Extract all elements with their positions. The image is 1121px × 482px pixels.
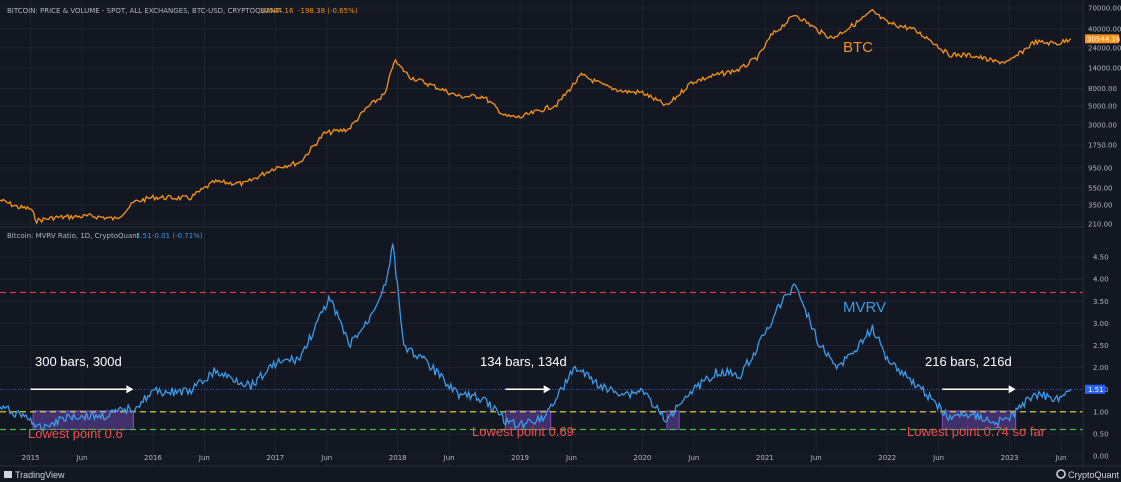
time-tick-label: Jun [565, 454, 577, 462]
arrow-head [1008, 385, 1016, 394]
price-badge: 30544.16 [1085, 34, 1121, 44]
time-tick-label: Jun [687, 454, 699, 462]
time-tick-label: 2022 [878, 454, 896, 462]
time-tick-label: 2015 [22, 454, 40, 462]
mvrv-tick-label: 3.50 [1093, 298, 1109, 306]
top-legend-value: 30544.16 [260, 7, 294, 15]
mvrv-badge-text: 1.51 [1088, 386, 1104, 394]
price-tick-label: 70000.00 [1088, 5, 1121, 13]
price-tick-label: 40000.00 [1088, 25, 1121, 33]
top-pane: BITCOIN: PRICE & VOLUME - SPOT, ALL EXCH… [0, 0, 1083, 226]
time-tick-label: Jun [443, 454, 455, 462]
mvrv-tick-label: 0.00 [1093, 453, 1109, 461]
bottom-legend-change: -0.01 (-0.71%) [152, 232, 203, 240]
mvrv-line [0, 243, 1072, 433]
price-tick-label: 550.00 [1088, 185, 1113, 193]
price-tick-label: 350.00 [1088, 202, 1113, 210]
price-axis-ticks: 70000.00 40000.00 24000.00 14000.00 8000.00 5… [1088, 5, 1121, 229]
arrow-head [126, 385, 134, 394]
mvrv-tick-label: 2.00 [1093, 364, 1109, 372]
price-tick-label: 1750.00 [1088, 142, 1117, 150]
mvrv-tick-label: 4.50 [1093, 254, 1109, 262]
price-tick-label: 24000.00 [1088, 44, 1121, 52]
price-tick-label: 3000.00 [1088, 122, 1117, 130]
btc-price-line [0, 8, 1072, 225]
cryptoquant-logo-icon [1056, 469, 1066, 479]
time-tick-label: 2021 [756, 454, 774, 462]
bars-1-label: 300 bars, 300d [35, 354, 122, 369]
price-tick-label: 5000.00 [1088, 103, 1117, 111]
reference-lines [0, 291, 1083, 431]
highlight-box [666, 410, 680, 430]
time-axis-ticks: 2015 Jun 2016 Jun 2017 Jun 2018 Jun 2019 Jun 2020 J… [22, 454, 1067, 462]
time-tick-label: Jun [1055, 454, 1067, 462]
time-tick-label: Jun [198, 454, 210, 462]
top-legend-title: BITCOIN: PRICE & VOLUME - SPOT, ALL EXCH… [7, 7, 281, 15]
tradingview-logo: TradingView [4, 470, 65, 480]
arrow-head [543, 385, 551, 394]
time-tick-label: Jun [932, 454, 944, 462]
bottom-pane: Bitcoin: MVRV Ratio, 1D, CryptoQuant 1.5… [0, 228, 1083, 466]
mvrv-tick-label: 4.00 [1093, 276, 1109, 284]
time-tick-label: 2018 [389, 454, 407, 462]
top-grid [0, 0, 1083, 226]
mvrv-tick-label: 3.00 [1093, 320, 1109, 328]
cryptoquant-label: CryptoQuant [1068, 470, 1120, 480]
lowest-1-label: Lowest point 0.6 [28, 426, 123, 441]
time-tick-label: Jun [810, 454, 822, 462]
tradingview-label: TradingView [15, 470, 65, 480]
price-tick-label: 8000.00 [1088, 85, 1117, 93]
price-tick-label: 210.00 [1088, 221, 1113, 229]
time-tick-label: 2016 [144, 454, 162, 462]
price-badge-text: 30544.16 [1087, 35, 1121, 43]
time-tick-label: 2019 [511, 454, 529, 462]
lowest-2-label: Lowest point 0.69 [472, 424, 574, 439]
footer: TradingView CryptoQuant [4, 469, 1120, 480]
mvrv-label: MVRV [843, 299, 886, 316]
cryptoquant-logo: CryptoQuant [1056, 469, 1120, 480]
btc-label: BTC [843, 39, 873, 56]
time-tick-label: 2020 [634, 454, 652, 462]
time-tick-label: 2017 [266, 454, 284, 462]
bars-2-label: 134 bars, 134d [480, 354, 567, 369]
bars-3-label: 216 bars, 216d [925, 354, 1012, 369]
lowest-3-label: Lowest point 0.74 so far [907, 424, 1046, 439]
mvrv-tick-label: 0.50 [1093, 430, 1109, 438]
time-tick-label: Jun [320, 454, 332, 462]
tradingview-logo-icon [4, 471, 12, 478]
mvrv-tick-label: 1.00 [1093, 408, 1109, 416]
right-axis[interactable]: 70000.00 40000.00 24000.00 14000.00 8000.00 5… [1082, 0, 1121, 466]
bottom-legend-title: Bitcoin: MVRV Ratio, 1D, CryptoQuant [7, 232, 140, 240]
price-tick-label: 950.00 [1088, 164, 1113, 172]
price-tick-label: 14000.00 [1088, 64, 1121, 72]
mvrv-tick-label: 2.50 [1093, 342, 1109, 350]
mvrv-badge: 1.51 [1085, 384, 1105, 394]
duration-arrows [30, 385, 1016, 394]
top-legend-change: -198.38 (-0.65%) [298, 7, 358, 15]
time-axis[interactable]: 2015 Jun 2016 Jun 2017 Jun 2018 Jun 2019 Jun 2020 J… [0, 454, 1121, 467]
time-tick-label: 2023 [1001, 454, 1019, 462]
time-tick-label: Jun [76, 454, 88, 462]
bottom-legend-value: 1.51 [136, 232, 152, 240]
